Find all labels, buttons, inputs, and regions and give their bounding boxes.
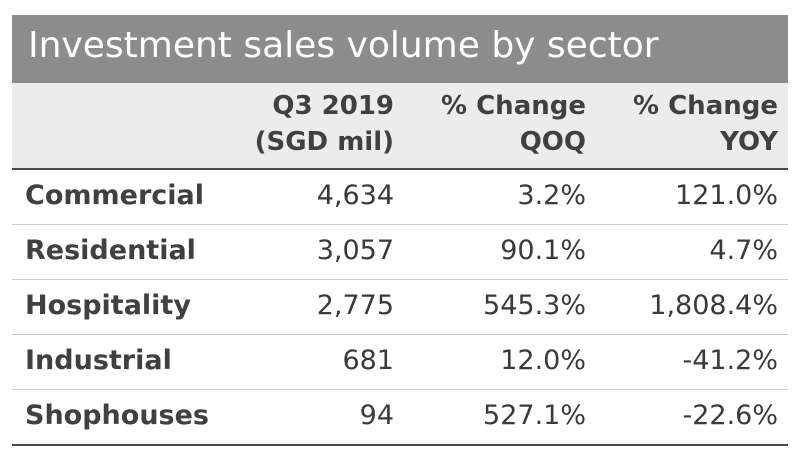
row-sector: Industrial [25, 345, 172, 376]
header-yoy: % Change YOY [633, 88, 778, 160]
row-qoq: 90.1% [500, 235, 586, 266]
header-volume-line2: (SGD mil) [254, 127, 394, 157]
row-volume: 94 [359, 400, 394, 431]
header-volume-line1: Q3 2019 [272, 91, 394, 121]
row-volume: 4,634 [316, 180, 394, 211]
row-volume: 3,057 [316, 235, 394, 266]
header-qoq: % Change QOQ [441, 88, 586, 160]
header-divider [12, 168, 788, 170]
row-sector: Hospitality [25, 290, 191, 321]
row-qoq: 12.0% [500, 345, 586, 376]
header-volume: Q3 2019 (SGD mil) [255, 88, 394, 160]
row-sector: Residential [25, 235, 196, 266]
row-yoy: 1,808.4% [649, 290, 778, 321]
row-qoq: 3.2% [517, 180, 586, 211]
table-row: Shophouses 94 527.1% -22.6% [12, 390, 788, 446]
row-yoy: 4.7% [709, 235, 778, 266]
row-qoq: 545.3% [483, 290, 586, 321]
table-row: Residential 3,057 90.1% 4.7% [12, 225, 788, 280]
table-row: Hospitality 2,775 545.3% 1,808.4% [12, 280, 788, 335]
header-qoq-line2: QOQ [519, 127, 586, 157]
row-sector: Shophouses [25, 400, 209, 431]
header-yoy-line2: YOY [720, 127, 778, 157]
row-volume: 2,775 [316, 290, 394, 321]
table-title: Investment sales volume by sector [28, 25, 659, 66]
row-volume: 681 [342, 345, 394, 376]
row-yoy: -22.6% [682, 400, 778, 431]
row-yoy: 121.0% [675, 180, 778, 211]
row-yoy: -41.2% [682, 345, 778, 376]
table-title-bar: Investment sales volume by sector [12, 15, 788, 83]
header-qoq-line1: % Change [441, 91, 586, 121]
table-row: Industrial 681 12.0% -41.2% [12, 335, 788, 390]
header-yoy-line1: % Change [633, 91, 778, 121]
row-qoq: 527.1% [483, 400, 586, 431]
table-header [12, 83, 788, 168]
row-sector: Commercial [25, 180, 204, 211]
table-row: Commercial 4,634 3.2% 121.0% [12, 170, 788, 225]
